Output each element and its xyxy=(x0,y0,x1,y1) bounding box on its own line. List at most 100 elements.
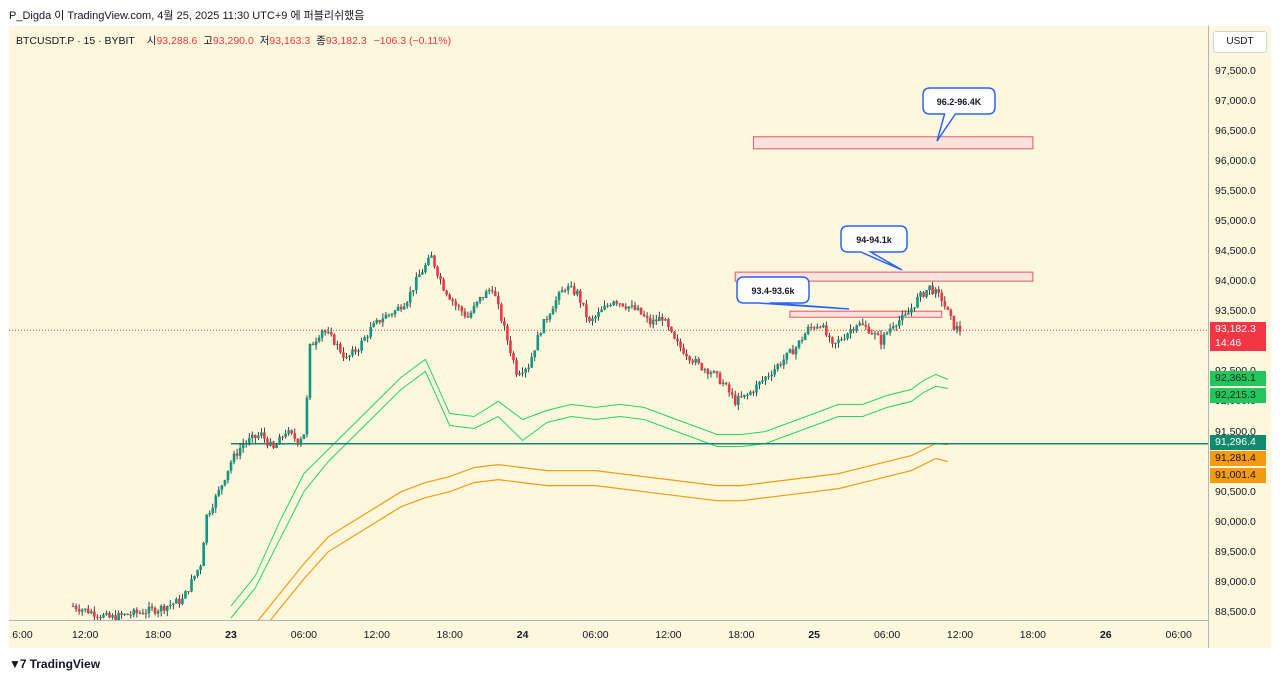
high-label: 고 xyxy=(203,35,213,47)
callout-93k-bubble xyxy=(736,276,850,310)
candle-body xyxy=(840,339,843,341)
candle-body xyxy=(430,255,433,258)
candle-body xyxy=(560,290,564,293)
candle-body xyxy=(579,290,582,303)
price-tick: 95,500.0 xyxy=(1215,184,1256,197)
candle-body xyxy=(466,316,470,318)
candle-body xyxy=(910,308,913,313)
price-tick: 94,000.0 xyxy=(1215,275,1256,288)
candle-body xyxy=(342,352,345,358)
price-chart[interactable]: 96.2-96.4K 94-94.1k 93.4-93.6k xyxy=(9,26,1208,620)
candle-body xyxy=(71,605,75,607)
candle-body xyxy=(879,335,883,345)
candle-body xyxy=(955,326,959,330)
price-tick: 88,500.0 xyxy=(1215,605,1256,618)
candle-body xyxy=(311,343,315,346)
candle-body xyxy=(897,320,901,326)
candle-body xyxy=(296,438,300,445)
candle-body xyxy=(77,609,81,612)
orange-band-upper-label: 91,281.4 xyxy=(1210,451,1266,466)
candle-body xyxy=(162,605,166,611)
candle-body xyxy=(852,329,855,331)
candle-body xyxy=(867,326,871,334)
candle-body xyxy=(685,353,688,357)
candle-body xyxy=(360,340,363,351)
green-band-lower xyxy=(230,370,948,619)
candle-body xyxy=(141,612,145,614)
candle-body xyxy=(117,613,120,620)
price-tick: 96,500.0 xyxy=(1215,124,1256,137)
footer-brand: TradingView xyxy=(29,657,101,671)
candle-body xyxy=(597,312,600,317)
candle-body xyxy=(548,314,552,320)
candle-body xyxy=(129,614,133,616)
candle-body xyxy=(569,286,573,288)
candle-body xyxy=(694,358,698,363)
candle-body xyxy=(900,315,904,321)
candle-body xyxy=(196,569,199,576)
candle-body xyxy=(797,340,801,348)
time-axis[interactable] xyxy=(9,620,1208,621)
symbol-name[interactable]: BTCUSDT.P · 15 · BYBIT xyxy=(16,35,135,47)
time-tick: 24 xyxy=(516,629,529,641)
candle-body xyxy=(150,606,154,608)
chart-area[interactable] xyxy=(9,26,1271,648)
candle-body xyxy=(761,380,764,382)
candle-body xyxy=(582,302,585,305)
candle-body xyxy=(478,297,482,302)
candle-body xyxy=(609,305,612,307)
candle-body xyxy=(642,314,646,317)
candle-body xyxy=(822,325,825,328)
open-value: 93,288.6 xyxy=(156,35,198,47)
candle-body xyxy=(563,290,567,292)
currency-button[interactable]: USDT xyxy=(1213,31,1267,53)
time-tick: 18:00 xyxy=(144,629,172,641)
candle-body xyxy=(320,330,324,338)
candle-body xyxy=(281,436,284,438)
candle-body xyxy=(925,290,928,297)
time-tick: 18:00 xyxy=(1019,629,1047,641)
candle-body xyxy=(168,604,172,607)
candle-body xyxy=(721,382,725,385)
horizontal-line-label: 91,296.4 xyxy=(1210,435,1266,450)
candle-body xyxy=(369,327,373,337)
candle-body xyxy=(332,334,336,345)
candle-body xyxy=(153,607,157,614)
candle-body xyxy=(554,300,558,309)
candle-body xyxy=(876,333,880,336)
candle-body xyxy=(284,433,287,437)
candle-body xyxy=(135,609,139,613)
candle-body xyxy=(752,391,755,393)
candle-body xyxy=(837,339,840,343)
candle-body xyxy=(809,326,813,328)
candle-body xyxy=(202,542,205,567)
candle-body xyxy=(165,606,169,611)
resistance-zone xyxy=(752,136,1034,150)
tradingview-footer[interactable]: ▼7 TradingView xyxy=(9,657,100,671)
candle-body xyxy=(858,323,862,326)
candle-body xyxy=(93,611,96,617)
candle-body xyxy=(515,360,518,375)
candle-body xyxy=(439,275,442,280)
candle-body xyxy=(861,323,865,326)
candle-body xyxy=(624,306,628,309)
candle-body xyxy=(603,305,606,310)
price-tick: 90,500.0 xyxy=(1215,485,1256,498)
candle-body xyxy=(278,436,281,445)
orange-band-upper xyxy=(257,442,948,620)
candle-body xyxy=(205,514,208,543)
time-tick: 12:00 xyxy=(946,629,974,641)
candle-body xyxy=(615,301,619,304)
time-tick: 23 xyxy=(225,629,237,641)
candle-body xyxy=(366,336,369,338)
candle-body xyxy=(372,323,376,328)
candle-body xyxy=(308,343,312,398)
symbol-info-line: BTCUSDT.P · 15 · BYBIT 시93,288.6 고93,290… xyxy=(16,33,451,48)
candle-body xyxy=(673,331,676,339)
candle-body xyxy=(758,381,761,385)
price-tick: 90,000.0 xyxy=(1215,515,1256,528)
candle-body xyxy=(907,312,910,315)
price-axis[interactable] xyxy=(1208,26,1272,648)
candle-body xyxy=(187,591,190,593)
open-label: 시 xyxy=(146,35,157,47)
